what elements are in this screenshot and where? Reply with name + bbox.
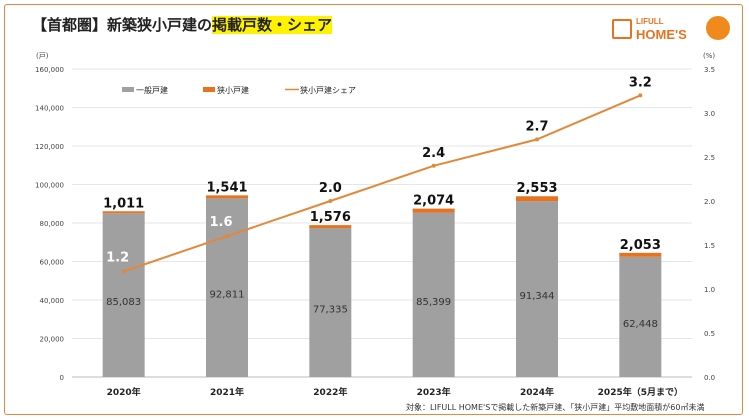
logo-line1: LIFULL: [636, 17, 664, 26]
y-tick-left: 20,000: [40, 336, 65, 344]
bar-general: [619, 256, 662, 377]
legend-swatch-general: [122, 87, 134, 92]
house-icon: [612, 19, 632, 39]
y-tick-right: 0.5: [704, 330, 715, 338]
share-point: [225, 234, 229, 239]
label-narrow: 1,541: [206, 180, 247, 195]
y-tick-right: 3.0: [704, 110, 715, 118]
y-tick-left: 120,000: [35, 143, 64, 151]
label-general: 85,083: [106, 297, 141, 308]
y-tick-right: 1.5: [704, 242, 715, 250]
y-axis-label-left: (戸): [36, 52, 49, 60]
label-general: 92,811: [210, 290, 245, 301]
x-tick: 2024年: [520, 386, 554, 398]
share-point: [431, 163, 436, 168]
y-tick-left: 60,000: [40, 259, 65, 267]
bar-general: [309, 228, 352, 377]
y-tick-right: 2.0: [704, 198, 715, 206]
x-tick: 2022年: [313, 386, 347, 398]
bar-narrow: [102, 211, 145, 214]
bar-narrow: [309, 225, 352, 229]
y-tick-right: 3.5: [704, 66, 715, 74]
y-tick-right: 1.0: [704, 286, 715, 294]
label-narrow: 2,074: [413, 194, 454, 209]
bar-narrow: [619, 252, 662, 257]
bar-general: [206, 198, 248, 377]
label-share: 2.4: [422, 146, 445, 161]
logo-line2: HOME'S: [636, 27, 687, 42]
mascot-icon: [706, 16, 730, 40]
bar-general: [516, 201, 558, 377]
title-highlight: 掲載戸数・シェア: [212, 16, 333, 34]
label-narrow: 2,553: [516, 181, 557, 196]
x-tick: 2021年: [210, 386, 244, 398]
y-tick-left: 80,000: [40, 220, 65, 228]
legend-label-narrow: 狭小戸建: [217, 85, 249, 95]
label-share: 2.0: [319, 181, 342, 196]
y-tick-left: 40,000: [40, 297, 65, 305]
y-tick-right: 2.5: [704, 154, 715, 162]
share-line: [123, 94, 641, 273]
x-tick: 2023年: [417, 386, 451, 398]
label-share: 1.6: [209, 215, 232, 230]
chart-title: 【首都圏】新築狭小戸建の掲載戸数・シェア: [32, 14, 333, 35]
label-narrow: 1,576: [310, 210, 351, 225]
label-general: 91,344: [520, 291, 555, 302]
label-share: 3.2: [629, 75, 652, 90]
x-tick: 2025年（5月まで）: [598, 386, 683, 398]
footnote: 対象：LIFULL HOME'Sで掲載した新築戸建、「狭小戸建」平均敷地面積が6…: [406, 403, 705, 412]
bar-narrow: [206, 195, 248, 199]
y-tick-left: 140,000: [35, 105, 64, 113]
y-tick-left: 0: [60, 374, 64, 382]
share-point: [638, 93, 643, 98]
bar-narrow: [516, 196, 558, 202]
legend-swatch-narrow: [203, 87, 215, 92]
label-narrow: 1,011: [103, 196, 144, 211]
frame-border: [4, 4, 743, 415]
label-general: 62,448: [623, 319, 658, 330]
y-tick-left: 160,000: [35, 66, 64, 74]
bar-narrow: [412, 208, 455, 213]
y-axis-label-right: (%): [703, 52, 715, 60]
bar-general: [412, 212, 455, 377]
x-tick: 2020年: [107, 386, 141, 398]
share-point: [121, 269, 126, 274]
share-point: [535, 137, 539, 142]
bar-general: [102, 213, 145, 377]
title-text: 【首都圏】新築狭小戸建の: [32, 16, 213, 34]
label-share: 1.2: [106, 250, 129, 265]
y-tick-left: 100,000: [35, 182, 64, 190]
label-narrow: 2,053: [620, 238, 661, 253]
legend-label-share: 狭小戸建シェア: [300, 85, 356, 95]
label-general: 77,335: [313, 305, 348, 316]
y-tick-right: 0.0: [704, 374, 715, 382]
label-share: 2.7: [525, 119, 548, 134]
label-general: 85,399: [416, 297, 451, 308]
share-point: [328, 199, 333, 203]
legend-label-general: 一般戸建: [136, 85, 168, 95]
